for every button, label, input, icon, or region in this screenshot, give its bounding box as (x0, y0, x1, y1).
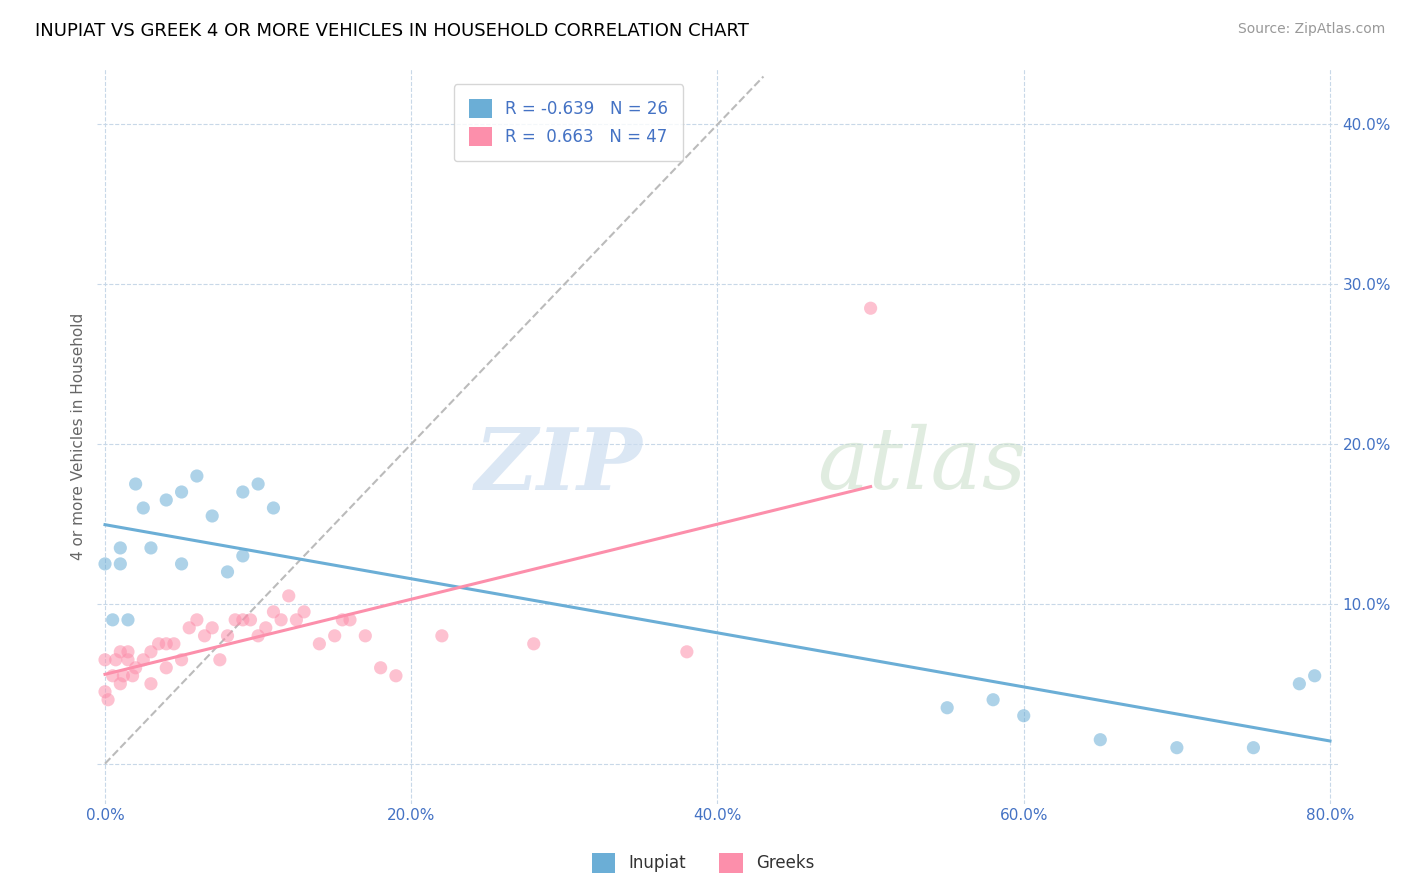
Point (262, 500, 284, 515)
Point (323, 629, 346, 643)
Legend: Inupiat, Greeks: Inupiat, Greeks (585, 847, 821, 880)
Point (186, 613, 208, 627)
Point (292, 605, 315, 619)
Point (385, 669, 408, 683)
Point (139, 677, 162, 691)
Point (676, 645, 699, 659)
Point (97, 692, 120, 706)
Point (163, 637, 186, 651)
Point (132, 653, 155, 667)
Point (155, 661, 177, 675)
Point (208, 653, 231, 667)
Point (117, 613, 139, 627)
Point (132, 500, 155, 515)
Point (121, 669, 143, 683)
Point (247, 629, 270, 643)
Point (254, 621, 277, 635)
Point (179, 621, 201, 635)
Point (217, 629, 239, 643)
Point (308, 637, 330, 651)
Text: ZIP: ZIP (475, 424, 643, 508)
Point (232, 549, 254, 563)
Point (201, 621, 224, 635)
Point (110, 677, 132, 691)
Point (217, 565, 239, 579)
Point (936, 700, 959, 714)
Point (277, 589, 299, 603)
Point (155, 637, 177, 651)
Point (193, 629, 215, 643)
Point (523, 637, 546, 651)
Point (117, 653, 139, 667)
Point (170, 485, 193, 500)
Point (247, 477, 270, 491)
Point (224, 613, 246, 627)
Point (110, 541, 132, 555)
Text: atlas: atlas (817, 424, 1026, 507)
Point (110, 645, 132, 659)
Point (170, 653, 193, 667)
Point (239, 613, 262, 627)
Point (370, 661, 392, 675)
Point (1090, 732, 1112, 747)
Point (232, 485, 254, 500)
Point (112, 669, 135, 683)
Text: Source: ZipAtlas.com: Source: ZipAtlas.com (1237, 22, 1385, 37)
Text: INUPIAT VS GREEK 4 OR MORE VEHICLES IN HOUSEHOLD CORRELATION CHART: INUPIAT VS GREEK 4 OR MORE VEHICLES IN H… (35, 22, 749, 40)
Point (981, 692, 1004, 706)
Point (155, 493, 177, 508)
Point (94, 653, 117, 667)
Point (170, 557, 193, 571)
Point (430, 629, 453, 643)
Point (101, 669, 124, 683)
Point (110, 557, 132, 571)
Point (339, 613, 361, 627)
Point (124, 661, 146, 675)
Point (232, 613, 254, 627)
Point (859, 301, 882, 316)
Point (94, 557, 117, 571)
Point (354, 629, 377, 643)
Point (330, 613, 353, 627)
Point (101, 613, 124, 627)
Point (186, 469, 208, 483)
Point (201, 508, 224, 523)
Legend: R = -0.639   N = 26, R =  0.663   N = 47: R = -0.639 N = 26, R = 0.663 N = 47 (454, 84, 683, 161)
Point (1288, 677, 1310, 691)
Point (139, 541, 162, 555)
Point (148, 637, 170, 651)
Point (1303, 669, 1326, 683)
Point (117, 645, 139, 659)
Y-axis label: 4 or more Vehicles in Household: 4 or more Vehicles in Household (72, 312, 86, 559)
Point (139, 645, 162, 659)
Point (270, 613, 292, 627)
Point (1012, 708, 1035, 723)
Point (1166, 740, 1188, 755)
Point (124, 477, 146, 491)
Point (94, 685, 117, 699)
Point (285, 613, 308, 627)
Point (104, 653, 127, 667)
Point (262, 605, 284, 619)
Point (1241, 740, 1264, 755)
